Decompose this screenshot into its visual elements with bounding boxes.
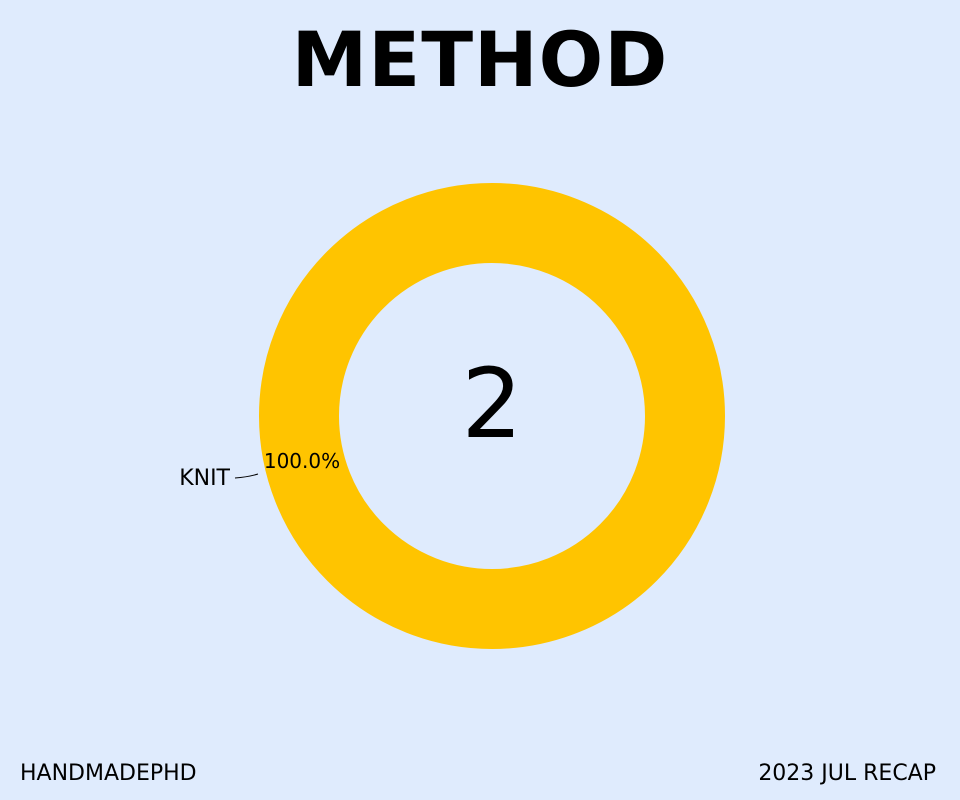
slice-category-label: KNIT <box>179 466 230 491</box>
ring-layer: KNIT 100.0% <box>179 183 725 649</box>
slice-percent-label: 100.0% <box>264 449 340 473</box>
chart-title: METHOD <box>291 15 669 104</box>
footer-brand: HANDMADEPHD <box>20 761 197 786</box>
center-value-label: 2 <box>461 348 522 460</box>
footer-recap-label: 2023 JUL RECAP <box>758 761 936 786</box>
donut-slice-knit <box>259 183 725 649</box>
leader-line-knit <box>234 473 259 479</box>
